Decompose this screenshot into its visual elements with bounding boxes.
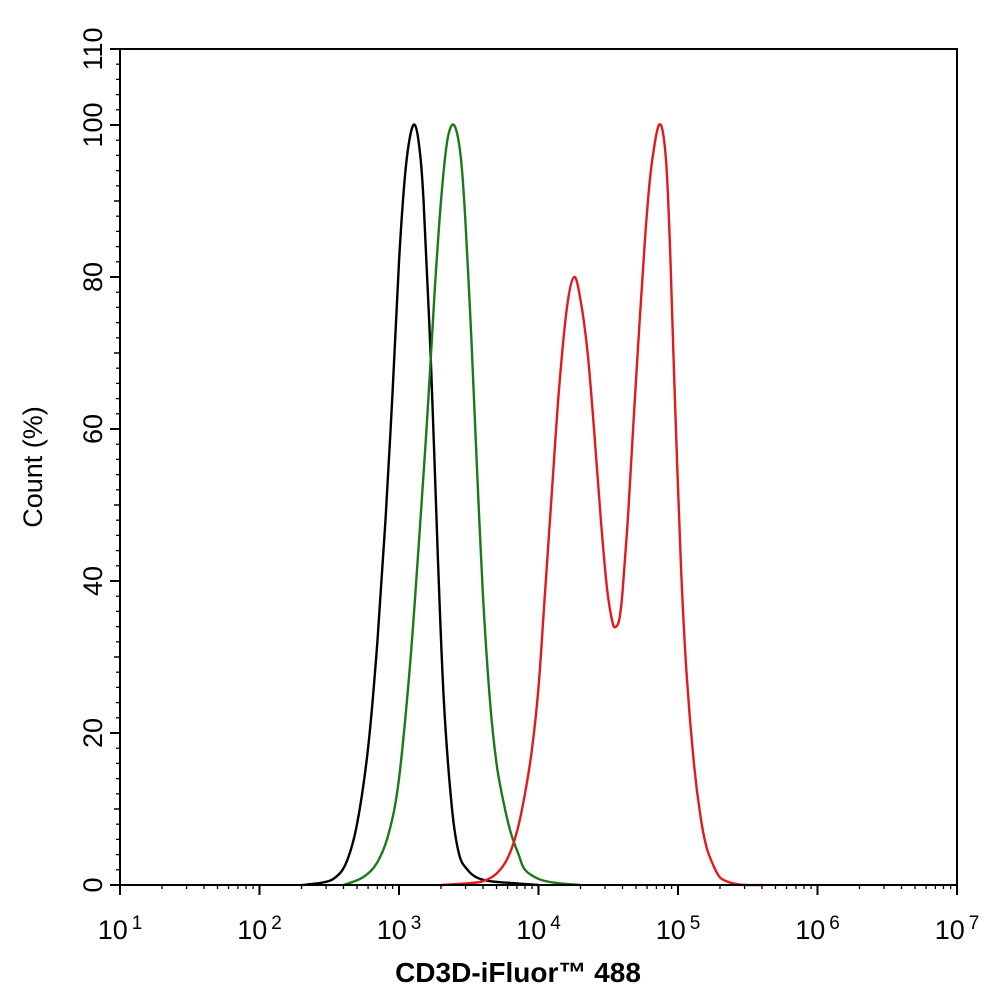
histogram-curve-3 (440, 123, 762, 887)
y-axis: 0 20 40 60 80 100 110 (78, 27, 120, 893)
histogram-curve-1 (301, 123, 539, 887)
y-tick-label: 100 (78, 102, 108, 147)
histogram-curve-2 (343, 123, 581, 887)
y-tick-label: 60 (78, 414, 108, 444)
plot-frame (119, 48, 958, 886)
y-tick-label: 40 (78, 566, 108, 596)
x-tick-label: 10 2 (237, 913, 282, 945)
x-tick-label: 10 4 (516, 913, 561, 945)
y-tick-label: 80 (78, 262, 108, 292)
x-tick-label: 10 3 (377, 913, 422, 945)
x-axis-title: CD3D-iFluor™ 488 (395, 957, 641, 988)
y-tick-label: 110 (78, 27, 108, 70)
plot-area (301, 123, 762, 887)
y-tick-label: 0 (78, 877, 108, 892)
x-tick-label: 10 5 (656, 913, 701, 945)
x-tick-label: 10 1 (98, 913, 143, 945)
x-tick-label: 10 7 (935, 913, 980, 945)
x-tick-label: 10 6 (795, 913, 840, 945)
y-axis-title: Count (%) (18, 406, 48, 528)
y-tick-label: 20 (78, 718, 108, 748)
x-axis: 10 1 10 2 10 3 10 4 10 5 10 6 10 7 (98, 885, 980, 945)
